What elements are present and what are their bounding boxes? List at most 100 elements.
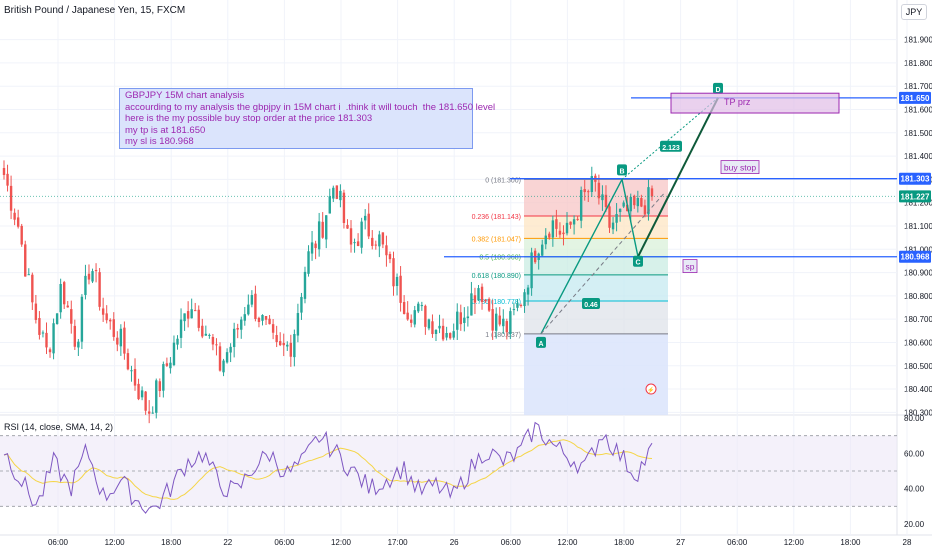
candle-body (456, 311, 459, 330)
candle-body (66, 305, 69, 308)
fib-level-label: 0.786 (180.778) (472, 299, 521, 306)
y-tick-label: 180.800 (904, 292, 932, 301)
x-tick-label: 06:00 (48, 538, 69, 547)
note-line: my tp is at 181.650 (125, 124, 206, 136)
candle-body (371, 237, 374, 246)
point-b-badge-label: B (619, 168, 624, 175)
price-tag (899, 91, 931, 104)
currency-badge[interactable]: JPY (901, 4, 927, 20)
candle-body (310, 242, 314, 254)
y-tick-label: 181.900 (904, 36, 932, 45)
candle-body (275, 334, 278, 343)
candle-body (378, 234, 381, 247)
fib-zone (524, 256, 668, 275)
candle-body (325, 215, 328, 240)
fib-level-label: 0.5 (180.968) (479, 255, 521, 262)
x-tick-label: 22 (223, 538, 232, 547)
buy-stop-box (720, 160, 760, 174)
candle-body (445, 333, 448, 338)
candle-body (296, 313, 300, 336)
candle-body (204, 333, 208, 336)
tp-zone-label: TP prz (724, 97, 751, 107)
candle-body (441, 325, 445, 340)
candle-body (448, 333, 452, 339)
candle-body (31, 274, 34, 303)
candle-body (105, 313, 108, 321)
candle-body (611, 222, 615, 230)
rsi-y-tick-label: 20.00 (904, 520, 925, 529)
candle-body (293, 334, 296, 358)
x-tick-label: 18:00 (161, 538, 182, 547)
x-tick-label: 27 (676, 538, 685, 547)
candle-body (367, 213, 370, 237)
x-tick-label: 06:00 (501, 538, 522, 547)
candle-body (257, 317, 261, 322)
fib-level-label: 0.382 (181.047) (472, 236, 521, 243)
candle-body (289, 342, 293, 357)
price-tag-label: 181.650 (901, 94, 930, 103)
y-tick-label: 181.200 (904, 199, 932, 208)
candle-body (339, 190, 342, 201)
candle-body (572, 219, 576, 225)
candle-body (20, 225, 23, 245)
candle-body (271, 324, 275, 333)
rsi-indicator-title[interactable]: RSI (14, close, SMA, 14, 2) (4, 422, 114, 432)
candle-body (601, 194, 604, 201)
candle-body (137, 383, 140, 400)
x-tick-label: 18:00 (614, 538, 635, 547)
candle-body (463, 317, 466, 323)
candle-body (254, 293, 257, 319)
candle-body (402, 302, 406, 314)
candle-body (41, 332, 45, 334)
y-tick-label: 181.600 (904, 106, 932, 115)
candle-body (27, 274, 30, 276)
point-a-badge (536, 336, 546, 348)
point-c-badge (633, 255, 643, 267)
candle-body (381, 232, 385, 245)
candle-body (491, 309, 494, 331)
rsi-line (3, 421, 653, 514)
candle-body (130, 370, 133, 372)
candle-body (484, 300, 487, 302)
candle-body (647, 187, 650, 215)
price-tag (899, 250, 931, 263)
candle-body (576, 218, 579, 220)
analysis-note-box[interactable]: GBPJPY 15M chart analysis accourding to … (119, 88, 495, 149)
candle-body (583, 189, 586, 193)
candle-body (73, 325, 77, 347)
candle-body (480, 286, 484, 303)
candle-body (232, 328, 236, 348)
stop-loss-label: sp (686, 262, 695, 272)
candle-body (240, 319, 243, 330)
candle-body (349, 228, 353, 245)
candle-body (169, 362, 172, 369)
price-tag-label: 180.968 (901, 253, 930, 262)
candle-body (420, 305, 424, 307)
symbol-title[interactable]: British Pound / Japanese Yen, 15, FXCM (4, 5, 186, 16)
candle-body (587, 191, 590, 193)
candle-body (6, 173, 9, 186)
candle-body (123, 327, 126, 354)
candle-body (286, 344, 289, 347)
candle-body (494, 313, 498, 331)
candle-body (544, 235, 547, 245)
y-tick-label: 181.000 (904, 245, 932, 254)
fib-level-label: 0 (181.300) (485, 177, 521, 184)
rsi-ma-line (3, 439, 653, 500)
candle-body (186, 311, 190, 319)
x-tick-label: 06:00 (727, 538, 748, 547)
candle-body (155, 380, 158, 413)
point-a-badge-label: A (538, 341, 543, 348)
candle-body (530, 252, 533, 289)
candle-body (225, 352, 229, 363)
x-tick-label: 12:00 (784, 538, 805, 547)
fib-level-label: 0.618 (180.890) (472, 273, 521, 280)
y-tick-label: 181.700 (904, 82, 932, 91)
candle-body (395, 276, 399, 286)
candle-body (512, 309, 516, 311)
candle-body (282, 342, 285, 346)
candle-body (77, 341, 80, 348)
fib-zone (524, 238, 668, 257)
candle-body (615, 214, 618, 223)
